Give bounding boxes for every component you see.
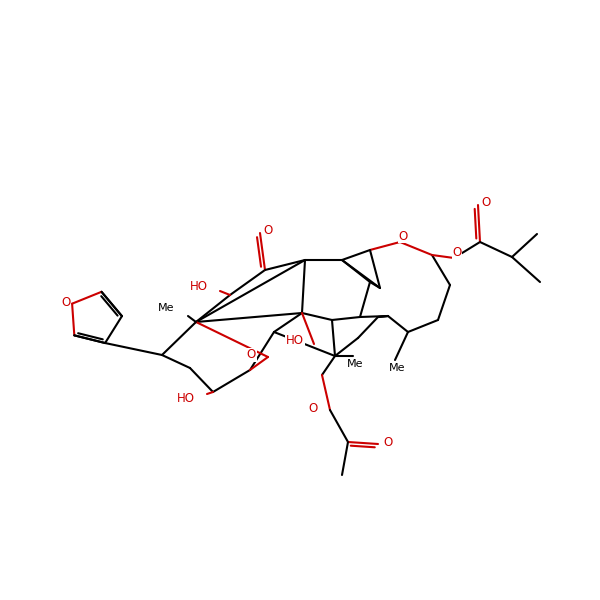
Text: O: O [247,349,256,361]
Text: Me: Me [389,363,405,373]
Text: Me: Me [347,359,363,369]
Text: HO: HO [286,334,304,346]
Text: O: O [452,247,461,259]
Text: O: O [263,224,272,238]
Text: O: O [309,401,318,415]
Text: O: O [481,196,491,209]
Text: O: O [383,436,392,449]
Text: HO: HO [190,280,208,293]
Text: O: O [398,229,407,242]
Text: O: O [61,296,71,309]
Text: Me: Me [157,303,174,313]
Text: HO: HO [177,391,195,404]
